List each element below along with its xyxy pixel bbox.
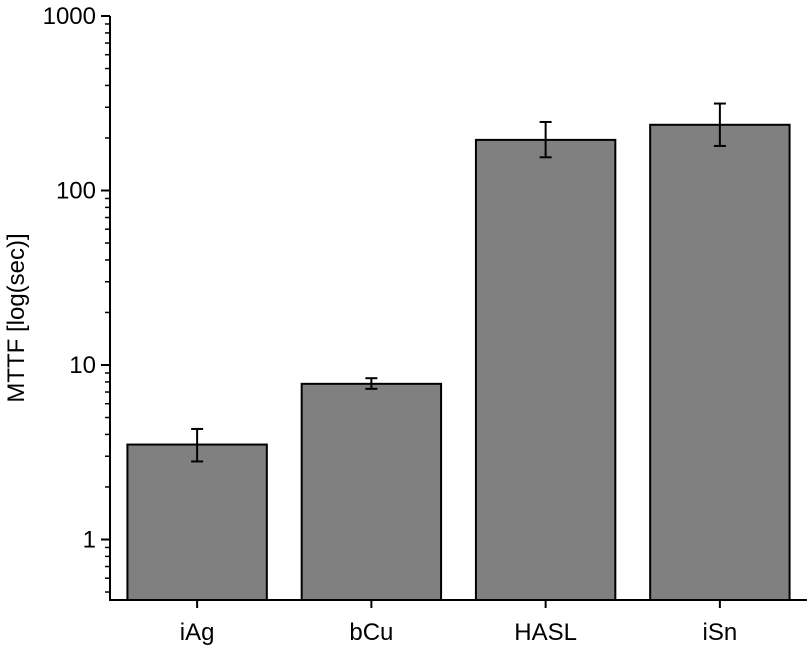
y-axis-label: MTTF [log(sec)]: [3, 233, 30, 402]
error-bars-layer: [191, 102, 726, 463]
y-tick-label: 1: [83, 526, 96, 553]
bar-isn: [649, 123, 791, 601]
x-tick-label-bcu: bCu: [349, 619, 393, 646]
x-ticks-layer: iAg bCu HASL iSn: [180, 600, 737, 646]
y-tick-label: 100: [56, 177, 96, 204]
bar-hasl: [474, 138, 617, 601]
x-tick-label-isn: iSn: [703, 619, 738, 646]
bar-bcu: [300, 382, 443, 601]
y-tick-label: 10: [69, 352, 96, 379]
x-tick-label-iag: iAg: [180, 619, 215, 646]
bars-layer: [126, 123, 791, 602]
y-ticks-layer: 1 10 100 1000: [43, 3, 110, 593]
bar-iag: [126, 443, 268, 602]
axes-layer: [109, 16, 807, 601]
y-tick-label: 1000: [43, 3, 96, 30]
x-tick-label-hasl: HASL: [514, 619, 577, 646]
